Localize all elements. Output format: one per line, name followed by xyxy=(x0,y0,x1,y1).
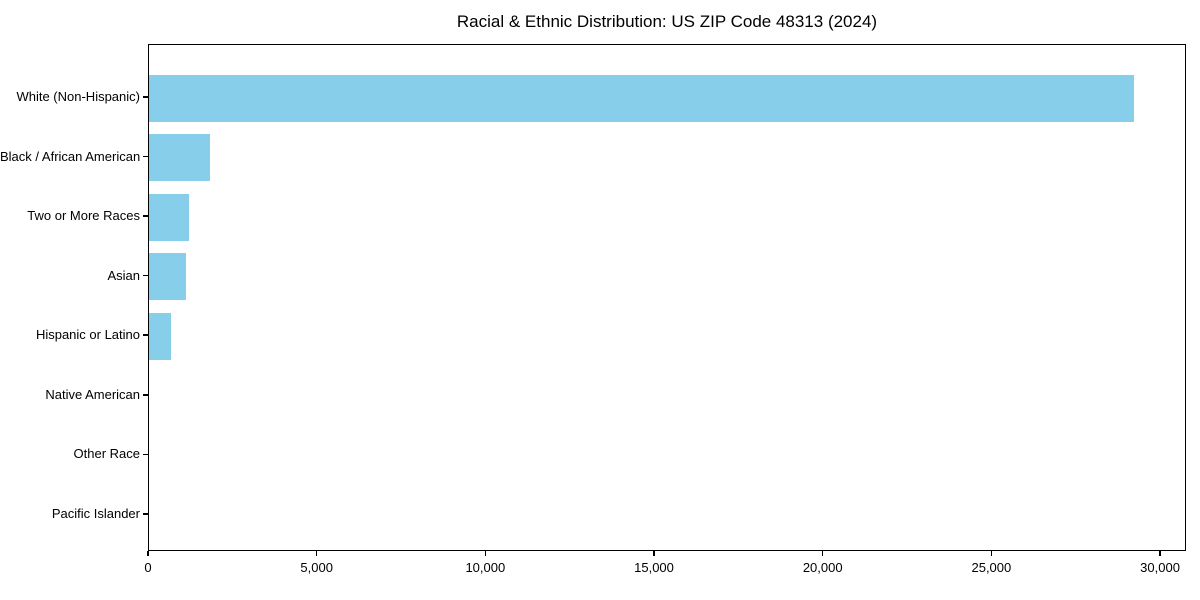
y-axis-label: Asian xyxy=(107,267,140,283)
y-axis-label: White (Non-Hispanic) xyxy=(16,89,140,104)
bar-black-african-american xyxy=(149,134,210,182)
y-tick-mark xyxy=(143,274,148,277)
y-axis-label: Pacific Islander xyxy=(51,505,140,521)
y-tick-mark xyxy=(143,394,148,396)
x-tick-mark xyxy=(484,551,487,556)
x-tick-label: 20,000 xyxy=(802,560,843,575)
x-tick-mark xyxy=(821,551,824,556)
x-tick-mark xyxy=(990,551,993,556)
x-tick-mark xyxy=(653,551,655,556)
chart-title: Racial & Ethnic Distribution: US ZIP Cod… xyxy=(456,12,878,31)
y-axis-label: Native American xyxy=(45,386,140,402)
x-tick-mark xyxy=(1159,551,1161,556)
x-tick-label: 25,000 xyxy=(971,560,1012,575)
y-axis-label: Two or More Races xyxy=(27,208,140,224)
bar-white-non-hispanic xyxy=(149,74,1134,122)
x-tick-label: 15,000 xyxy=(634,560,674,575)
x-tick-label: 0 xyxy=(144,560,152,575)
y-tick-mark xyxy=(143,96,148,98)
y-tick-mark xyxy=(143,334,148,336)
y-axis-label: Hispanic or Latino xyxy=(35,327,140,343)
y-tick-mark xyxy=(143,155,148,158)
y-tick-mark xyxy=(143,453,148,456)
y-axis-label: Black / African American xyxy=(0,148,141,164)
y-axis-label: Other Race xyxy=(73,446,140,462)
y-tick-mark xyxy=(143,215,148,217)
plot-area xyxy=(148,44,1186,551)
bar-hispanic-or-latino xyxy=(149,312,171,360)
x-tick-label: 30,000 xyxy=(1140,560,1180,575)
x-tick-label: 5,000 xyxy=(300,560,333,575)
x-tick-mark xyxy=(315,551,318,556)
bar-two-or-more-races xyxy=(149,193,189,241)
y-tick-mark xyxy=(143,513,148,515)
x-tick-label: 10,000 xyxy=(465,560,506,575)
bar-asian xyxy=(149,253,186,301)
x-tick-mark xyxy=(147,551,149,556)
